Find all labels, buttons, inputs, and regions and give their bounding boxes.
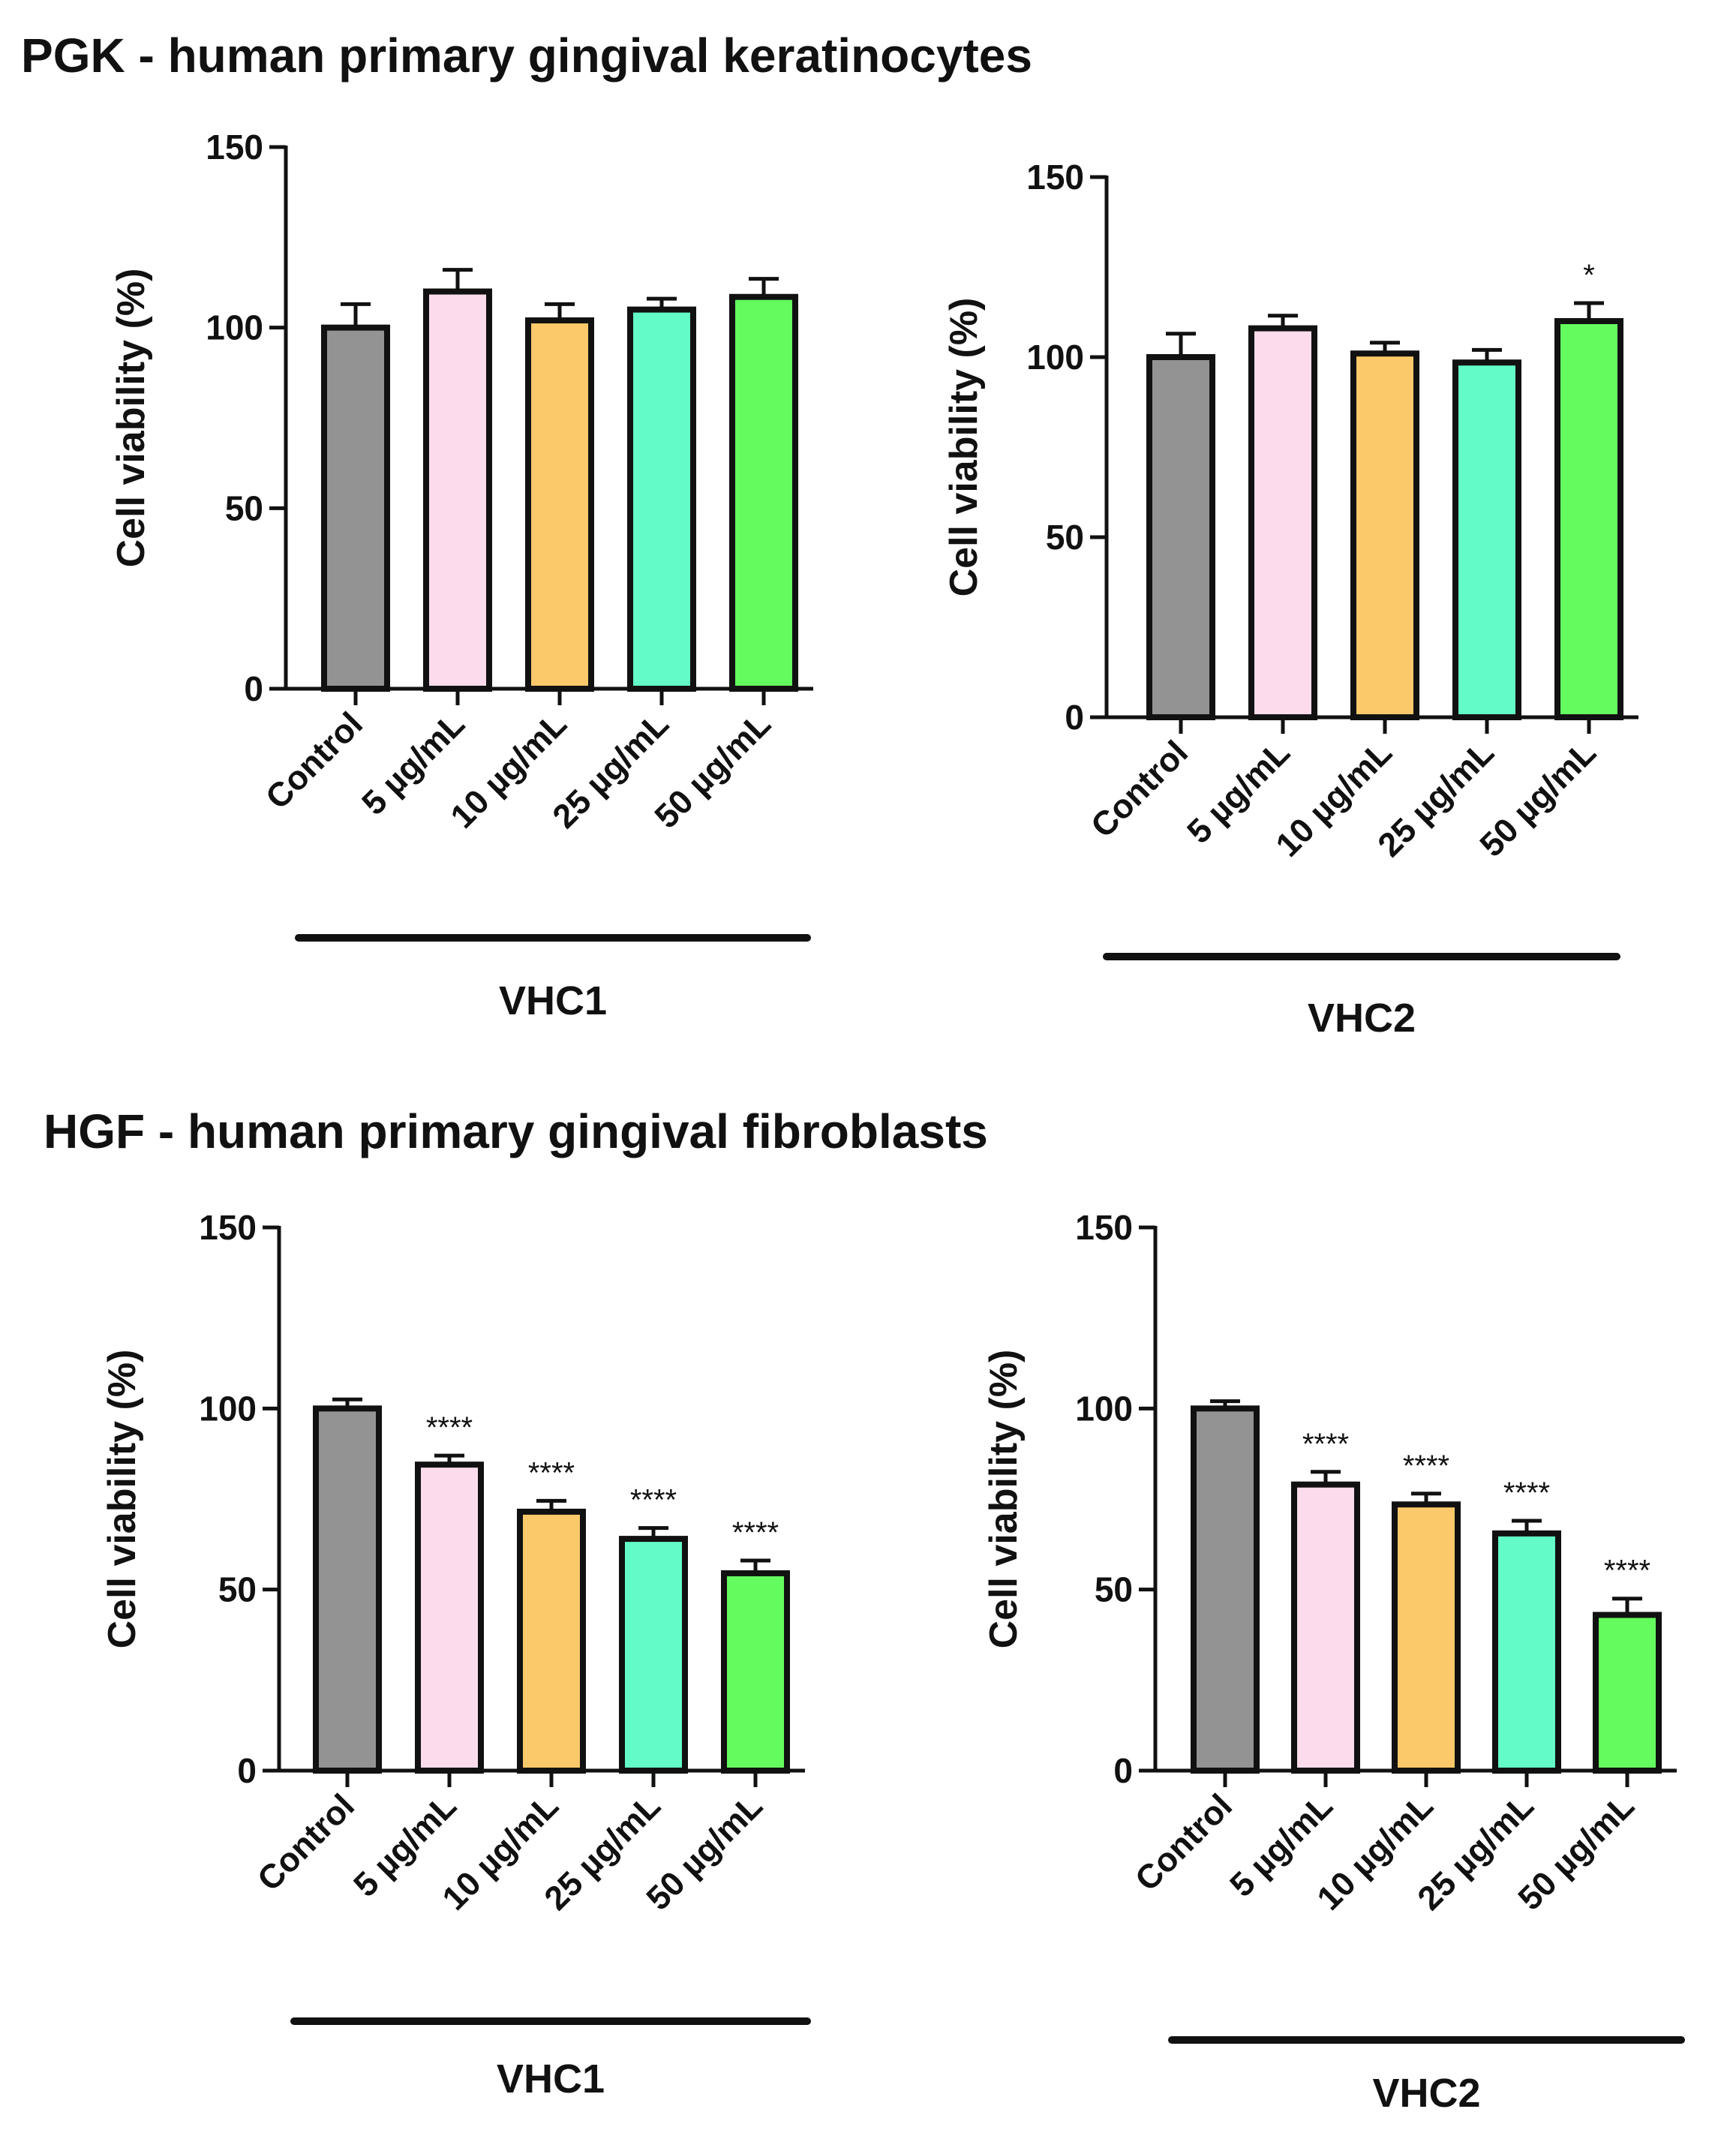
bar (321, 324, 390, 692)
y-tick-label: 100 (206, 308, 263, 347)
category-label: Control (1128, 1786, 1239, 1898)
section-title-pgk: PGK - human primary gingival keratinocyt… (21, 29, 1032, 83)
group-label: VHC1 (499, 978, 607, 1023)
significance-marker: **** (732, 1516, 779, 1549)
bar (1146, 354, 1215, 720)
group-label: VHC2 (1372, 2071, 1480, 2116)
y-tick-label: 100 (199, 1389, 257, 1428)
significance-marker: **** (630, 1484, 677, 1517)
section-title-hgf: HGF - human primary gingival fibroblasts (44, 1104, 988, 1158)
y-tick-label: 50 (1095, 1570, 1133, 1609)
bar (1452, 359, 1521, 720)
category-label: Control (250, 1786, 362, 1898)
significance-marker: **** (528, 1456, 575, 1489)
significance-marker: **** (426, 1411, 473, 1444)
y-tick-label: 0 (1065, 698, 1084, 737)
bar (1350, 350, 1419, 720)
bar (729, 293, 798, 692)
y-axis-label: Cell viability (%) (982, 1350, 1026, 1649)
bar (313, 1405, 382, 1774)
bar (415, 1462, 484, 1774)
y-tick-label: 150 (1075, 1208, 1133, 1247)
y-tick-label: 0 (237, 1751, 257, 1790)
category-label: Control (258, 704, 370, 816)
y-tick-label: 150 (206, 128, 263, 167)
significance-marker: **** (1503, 1477, 1550, 1510)
y-axis-label: Cell viability (%) (110, 269, 153, 568)
bar (1291, 1481, 1360, 1774)
group-label: VHC2 (1308, 996, 1416, 1041)
bar (627, 306, 696, 692)
bar (1492, 1530, 1561, 1774)
y-tick-label: 50 (225, 488, 263, 527)
y-tick-label: 0 (244, 669, 263, 708)
bar (1554, 318, 1623, 720)
y-tick-label: 150 (199, 1208, 257, 1247)
y-tick-label: 50 (218, 1570, 257, 1609)
bar (1392, 1501, 1461, 1774)
y-tick-label: 0 (1113, 1751, 1133, 1790)
bar (423, 288, 492, 692)
significance-marker: **** (1604, 1555, 1650, 1588)
bar (619, 1536, 688, 1774)
y-tick-label: 100 (1026, 338, 1084, 377)
bar (1191, 1405, 1260, 1774)
y-axis-label: Cell viability (%) (101, 1350, 144, 1649)
category-label: Control (1083, 733, 1195, 845)
y-axis-label: Cell viability (%) (942, 298, 986, 597)
y-tick-label: 150 (1026, 158, 1084, 197)
bar (1593, 1612, 1662, 1774)
bar (525, 317, 594, 692)
significance-marker: **** (1403, 1450, 1449, 1483)
y-tick-label: 50 (1046, 518, 1084, 557)
group-label: VHC1 (497, 2056, 605, 2101)
bar (721, 1570, 790, 1774)
y-tick-label: 100 (1075, 1389, 1133, 1428)
bar (1248, 325, 1317, 721)
significance-marker: **** (1302, 1428, 1349, 1461)
bar (517, 1508, 586, 1774)
significance-marker: * (1583, 259, 1595, 292)
